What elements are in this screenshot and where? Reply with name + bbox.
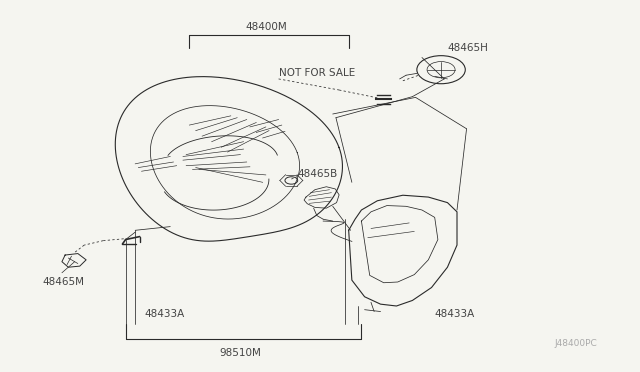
Text: 48433A: 48433A xyxy=(435,309,475,319)
Text: J48400PC: J48400PC xyxy=(554,340,597,349)
Text: 48400M: 48400M xyxy=(245,22,287,32)
Text: 98510M: 98510M xyxy=(220,349,261,359)
Text: NOT FOR SALE: NOT FOR SALE xyxy=(278,68,355,78)
Text: 48465H: 48465H xyxy=(447,42,488,52)
Text: 48433A: 48433A xyxy=(145,309,185,319)
Text: 48465M: 48465M xyxy=(43,277,85,287)
Text: 48465B: 48465B xyxy=(298,169,338,179)
